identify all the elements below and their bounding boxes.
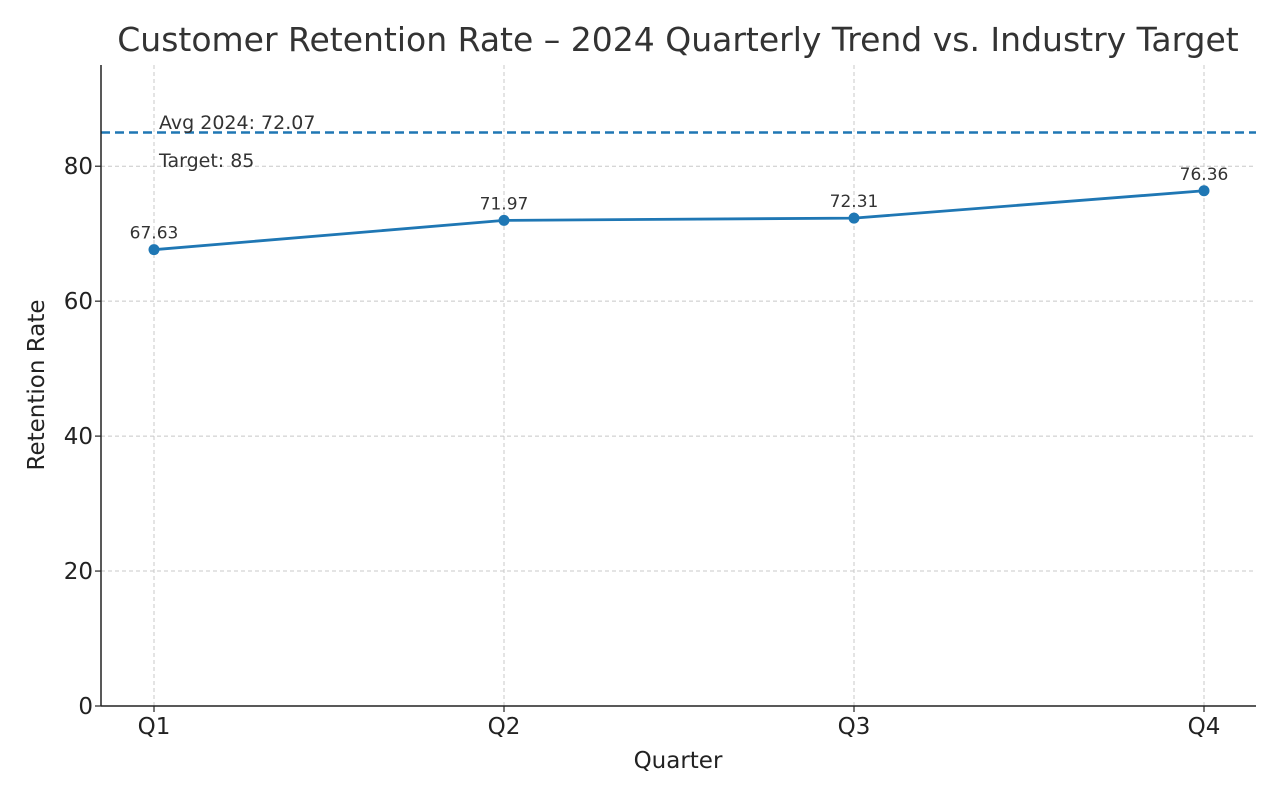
x-tick-label: Q1 — [138, 714, 171, 740]
x-tick-label: Q2 — [488, 714, 521, 740]
data-point-marker — [148, 244, 160, 256]
y-tick-label: 80 — [64, 154, 93, 180]
x-axis-label: Quarter — [634, 748, 723, 774]
label-layer: 0 20 40 60 80 Q1 Q2 Q3 Q4 67.63 71.97 72.31 76.36 — [64, 154, 1229, 740]
x-tick-label: Q4 — [1188, 714, 1221, 740]
chart-title: Customer Retention Rate – 2024 Quarterly… — [117, 20, 1239, 59]
data-point-marker — [1198, 185, 1210, 197]
retention-series-line — [153, 189, 1205, 252]
y-tick-label: 60 — [64, 289, 93, 315]
data-value-label: 67.63 — [130, 224, 179, 244]
data-value-label: 71.97 — [480, 194, 529, 214]
y-tick-label: 0 — [78, 694, 93, 720]
axes-layer — [95, 65, 1256, 712]
x-tick-label: Q3 — [838, 714, 871, 740]
series-layer — [148, 185, 1210, 256]
y-tick-label: 20 — [64, 559, 93, 585]
average-annotation: Avg 2024: 72.07 — [159, 112, 315, 134]
data-point-marker — [498, 214, 510, 226]
target-annotation: Target: 85 — [158, 150, 254, 172]
data-point-marker — [848, 212, 860, 224]
y-tick-label: 40 — [64, 424, 93, 450]
y-axis-label: Retention Rate — [24, 300, 50, 471]
grid-layer — [101, 65, 1256, 706]
data-value-label: 76.36 — [1180, 165, 1229, 185]
data-value-label: 72.31 — [830, 192, 879, 212]
